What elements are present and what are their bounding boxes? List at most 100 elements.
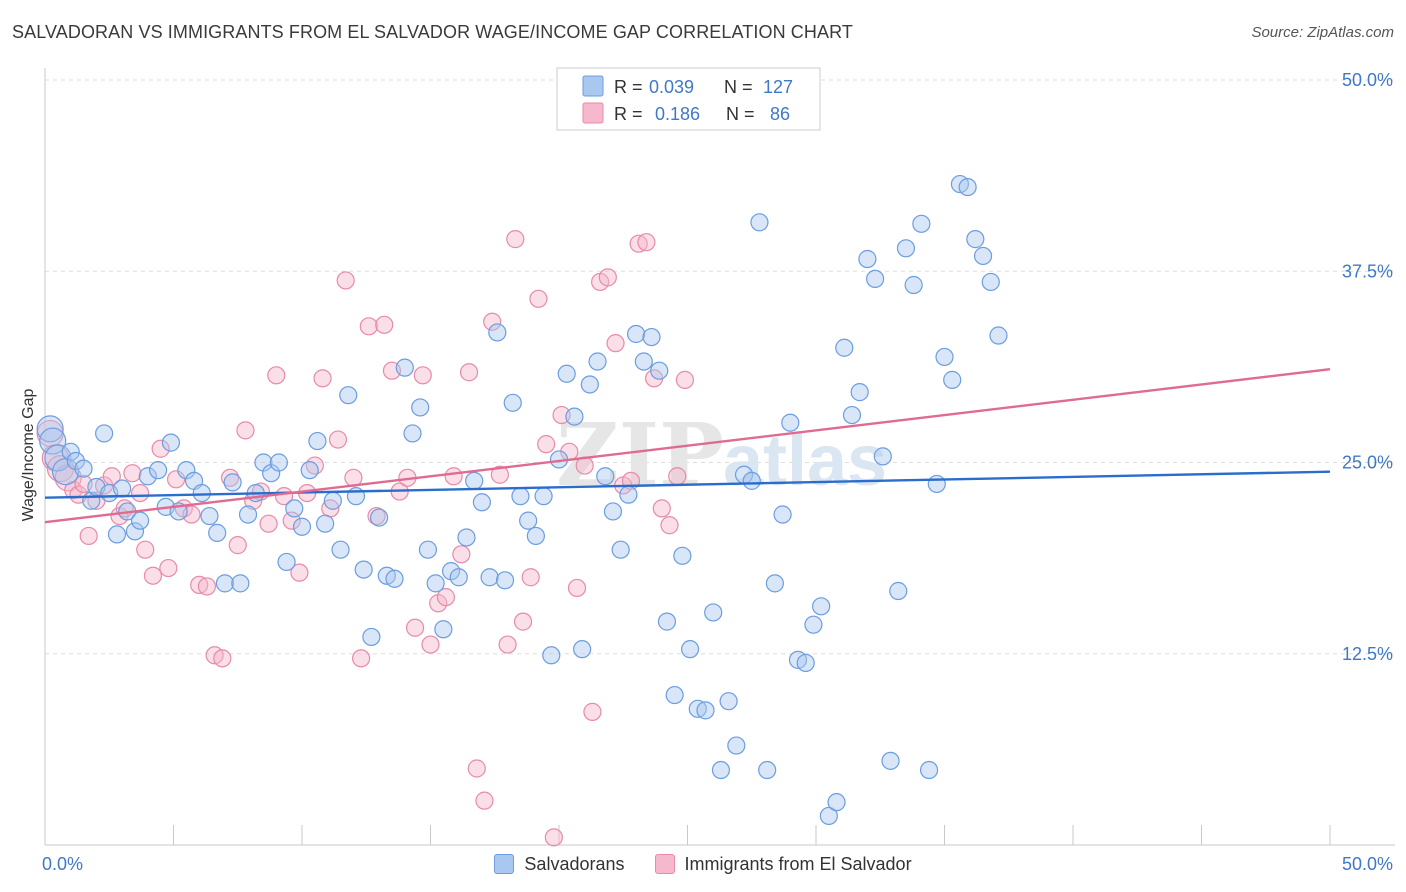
point-blue-37 [300,461,319,480]
point-pink-38 [313,369,332,388]
point-pink-52 [421,635,440,654]
point-blue-112 [881,751,900,770]
stats-legend: R = 0.039 N = 127 R = 0.186 N = 86 [556,67,821,131]
point-blue-111 [873,447,892,466]
point-pink-82 [652,499,671,518]
point-blue-98 [773,505,792,524]
watermark-zip: ZIP [556,405,724,506]
point-pink-66 [529,289,548,308]
point-blue-101 [796,653,815,673]
point-blue-48 [385,569,404,588]
trend-line-pink [44,367,1331,524]
point-blue-46 [370,508,389,527]
point-blue-84 [665,685,684,705]
stats-r-label-pink: R = [614,104,643,124]
stats-n-value-pink: 86 [770,104,790,124]
point-blue-79 [626,324,646,344]
point-pink-43 [352,649,371,668]
point-blue-78 [619,485,638,504]
trend-line-blue [44,470,1331,499]
stats-r-value-pink: 0.186 [655,104,700,124]
point-pink-54 [436,588,456,607]
trend-lines [44,367,1331,524]
point-blue-89 [704,603,723,622]
legend-swatch-blue [494,854,515,874]
point-pink-27 [228,536,247,555]
point-blue-74 [588,352,607,371]
point-pink-63 [506,230,525,249]
point-blue-97 [765,574,784,593]
point-blue-109 [858,249,877,269]
point-blue-28 [231,574,250,593]
stats-n-label-pink: N = [726,104,755,124]
point-pink-15 [136,540,155,559]
point-blue-70 [557,364,576,383]
point-blue-67 [534,487,553,506]
point-pink-71 [567,578,587,598]
stats-r-value-blue: 0.039 [649,77,694,97]
point-blue-86 [680,640,700,659]
point-pink-18 [159,558,178,578]
point-pink-41 [336,271,355,290]
point-blue-56 [449,568,468,587]
point-pink-73 [583,702,602,721]
point-blue-123 [966,230,985,249]
point-pink-59 [475,791,494,810]
point-blue-24 [200,506,219,526]
point-blue-120 [943,370,962,389]
y-tick-label-0: 12.5% [1342,644,1393,664]
point-blue-17 [148,461,168,480]
point-blue-50 [403,424,422,443]
point-pink-25 [213,649,232,668]
point-blue-65 [519,511,538,530]
legend-swatch-pink [654,854,675,874]
point-pink-46 [375,315,394,334]
point-blue-108 [850,383,869,402]
series-blue-points [36,174,1008,826]
point-blue-88 [696,701,715,720]
point-pink-62 [498,635,517,654]
point-blue-85 [673,546,692,565]
point-blue-103 [812,597,831,616]
point-pink-56 [452,545,471,564]
point-blue-126 [989,326,1008,345]
watermark: ZIP atlas [556,405,887,506]
legend-label-salvadorans: Salvadorans [524,853,625,874]
point-blue-39 [316,514,335,533]
point-blue-124 [973,246,993,266]
watermark-atlas: atlas [723,421,887,501]
point-blue-119 [935,347,954,367]
point-blue-113 [889,581,908,601]
point-blue-42 [339,386,358,405]
point-pink-60 [483,312,502,331]
point-blue-62 [495,571,515,590]
point-blue-4 [61,442,80,461]
point-blue-91 [719,692,738,711]
point-blue-115 [904,275,923,295]
point-blue-73 [580,375,599,394]
point-blue-49 [395,358,414,377]
point-blue-2 [44,444,72,472]
y-axis-label: Wage/Income Gap [20,389,37,522]
point-blue-68 [542,646,561,665]
point-blue-96 [758,760,777,780]
point-blue-105 [827,793,846,812]
point-blue-5 [66,451,85,471]
point-blue-94 [742,471,761,490]
series-legend: Salvadorans Immigrants from El Salvador [0,851,1406,877]
stats-n-label-blue: N = [724,77,753,97]
point-pink-67 [537,435,556,454]
point-blue-25 [208,523,227,542]
point-blue-52 [418,540,438,559]
point-pink-75 [598,268,617,287]
point-pink-50 [405,618,425,637]
stats-swatch-pink [582,102,604,124]
point-pink-17 [151,439,170,458]
point-pink-23 [197,577,217,596]
stats-n-value-blue: 127 [763,77,793,97]
y-tick-label-2: 37.5% [1342,261,1393,281]
point-blue-104 [819,806,838,826]
point-pink-65 [521,568,540,587]
point-blue-54 [434,620,453,639]
